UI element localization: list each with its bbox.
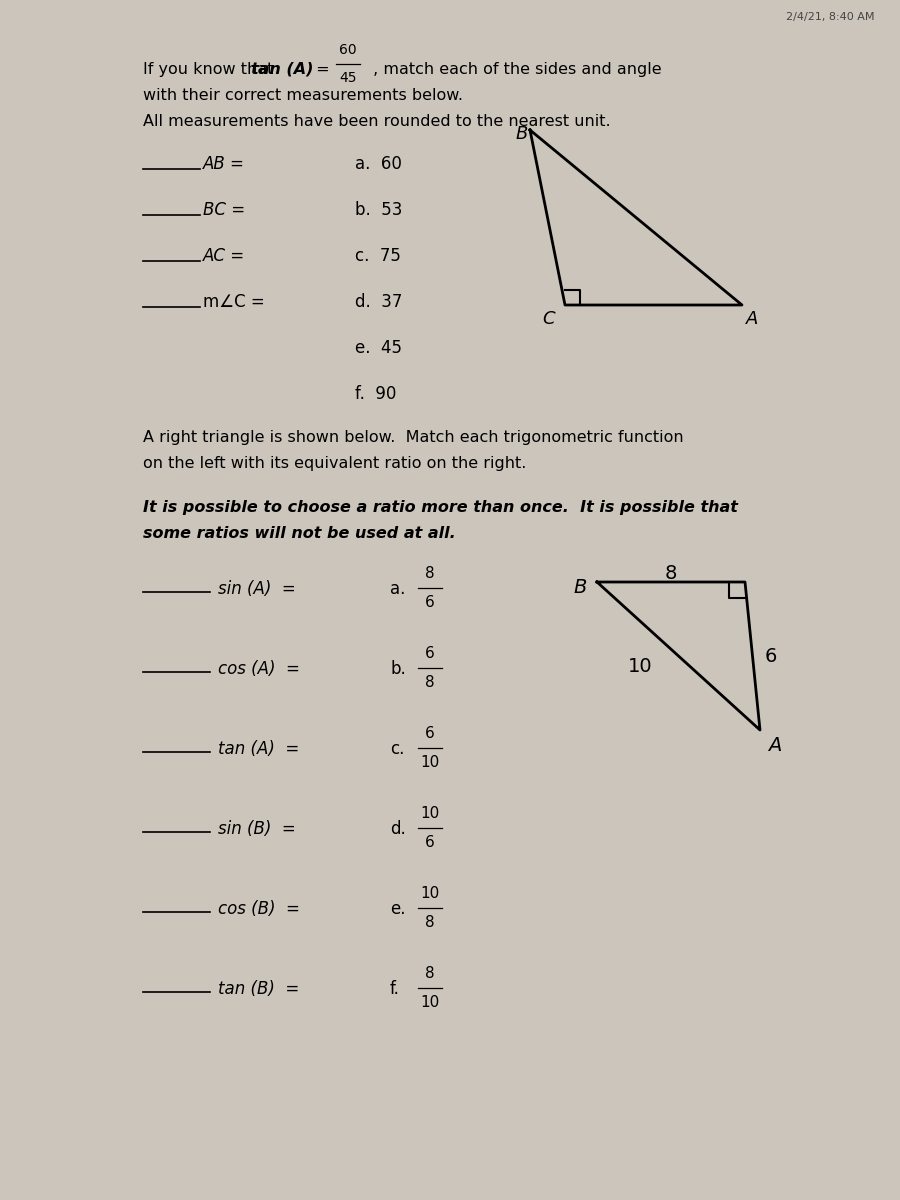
Text: d.  37: d. 37 <box>355 293 402 311</box>
Text: f.: f. <box>390 980 400 998</box>
Text: B: B <box>516 125 528 143</box>
Text: A: A <box>768 736 781 755</box>
Text: c.  75: c. 75 <box>355 247 400 265</box>
Text: 6: 6 <box>425 835 435 850</box>
Text: 2/4/21, 8:40 AM: 2/4/21, 8:40 AM <box>787 12 875 22</box>
Text: , match each of the sides and angle: , match each of the sides and angle <box>368 62 662 77</box>
Text: It is possible to choose a ratio more than once.  It is possible that: It is possible to choose a ratio more th… <box>143 500 738 515</box>
Text: some ratios will not be used at all.: some ratios will not be used at all. <box>143 526 455 541</box>
Text: a.  60: a. 60 <box>355 155 402 173</box>
Text: b.: b. <box>390 660 406 678</box>
Text: All measurements have been rounded to the nearest unit.: All measurements have been rounded to th… <box>143 114 610 128</box>
Text: with their correct measurements below.: with their correct measurements below. <box>143 88 463 103</box>
Text: 10: 10 <box>420 886 439 901</box>
Text: m∠C =: m∠C = <box>203 293 265 311</box>
Text: 10: 10 <box>420 755 439 770</box>
Text: c.: c. <box>390 740 404 758</box>
Text: 8: 8 <box>425 674 435 690</box>
Text: 45: 45 <box>339 71 356 85</box>
Text: 10: 10 <box>420 806 439 821</box>
Text: sin (A)  =: sin (A) = <box>218 580 296 598</box>
Text: 6: 6 <box>425 595 435 610</box>
Text: tan (A): tan (A) <box>251 62 313 77</box>
Text: sin (B)  =: sin (B) = <box>218 820 296 838</box>
Text: 8: 8 <box>665 564 677 583</box>
Text: e.  45: e. 45 <box>355 338 402 358</box>
Text: on the left with its equivalent ratio on the right.: on the left with its equivalent ratio on… <box>143 456 526 470</box>
Text: tan (A)  =: tan (A) = <box>218 740 299 758</box>
Text: cos (A)  =: cos (A) = <box>218 660 300 678</box>
Text: 8: 8 <box>425 914 435 930</box>
Text: 60: 60 <box>339 43 356 56</box>
Text: AB =: AB = <box>203 155 245 173</box>
Text: 10: 10 <box>628 656 653 676</box>
Text: f.  90: f. 90 <box>355 385 396 403</box>
Text: C: C <box>543 310 555 328</box>
Text: =: = <box>311 62 335 77</box>
Text: d.: d. <box>390 820 406 838</box>
Text: cos (B)  =: cos (B) = <box>218 900 300 918</box>
Text: AC =: AC = <box>203 247 245 265</box>
Text: A: A <box>746 310 758 328</box>
Text: If you know that: If you know that <box>143 62 278 77</box>
Text: 6: 6 <box>425 726 435 740</box>
Text: BC =: BC = <box>203 200 245 218</box>
Text: 10: 10 <box>420 995 439 1010</box>
Text: e.: e. <box>390 900 406 918</box>
Text: 8: 8 <box>425 566 435 581</box>
Text: A right triangle is shown below.  Match each trigonometric function: A right triangle is shown below. Match e… <box>143 430 684 445</box>
Text: b.  53: b. 53 <box>355 200 402 218</box>
Text: 6: 6 <box>425 646 435 661</box>
Text: a.: a. <box>390 580 405 598</box>
Text: 8: 8 <box>425 966 435 982</box>
Text: 6: 6 <box>765 647 778 666</box>
Text: tan (B)  =: tan (B) = <box>218 980 299 998</box>
Text: B: B <box>573 578 587 596</box>
